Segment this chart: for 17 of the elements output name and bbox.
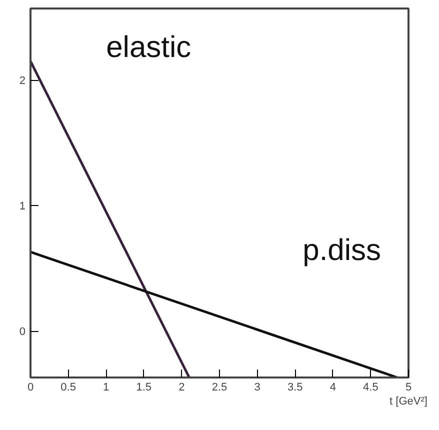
x-tick-label: 5 bbox=[405, 382, 412, 394]
x-axis-title: t [GeV²] bbox=[390, 396, 428, 408]
y-tick-label: 2 bbox=[19, 75, 26, 88]
x-tick-label: 4.5 bbox=[363, 382, 378, 394]
x-tick-label: 1.5 bbox=[136, 382, 152, 394]
x-tick-label: 3.5 bbox=[287, 382, 303, 394]
x-tick-label: 4 bbox=[330, 382, 336, 394]
x-tick-label: 2.5 bbox=[212, 382, 228, 394]
text: p.diss bbox=[302, 234, 382, 267]
x-tick-label: 0 bbox=[27, 382, 34, 394]
text: elastic bbox=[106, 30, 192, 64]
x-tick-label: 3 bbox=[254, 382, 260, 394]
y-tick-label: 1 bbox=[19, 200, 26, 213]
y-tick-label: 0 bbox=[19, 326, 26, 338]
x-tick-label: 1 bbox=[103, 382, 110, 394]
x-tick-label: 2 bbox=[178, 382, 185, 394]
x-tick-label: 0.5 bbox=[60, 382, 76, 394]
